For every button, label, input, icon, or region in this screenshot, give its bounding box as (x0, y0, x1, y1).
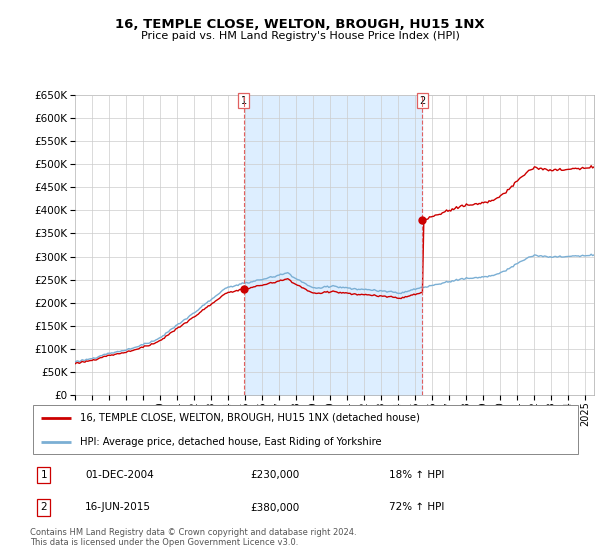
Text: Contains HM Land Registry data © Crown copyright and database right 2024.
This d: Contains HM Land Registry data © Crown c… (30, 528, 356, 547)
Text: 72% ↑ HPI: 72% ↑ HPI (389, 502, 444, 512)
Text: 2: 2 (40, 502, 47, 512)
Text: £230,000: £230,000 (251, 470, 300, 480)
Text: 1: 1 (40, 470, 47, 480)
Text: 16-JUN-2015: 16-JUN-2015 (85, 502, 151, 512)
Text: Price paid vs. HM Land Registry's House Price Index (HPI): Price paid vs. HM Land Registry's House … (140, 31, 460, 41)
Text: 16, TEMPLE CLOSE, WELTON, BROUGH, HU15 1NX: 16, TEMPLE CLOSE, WELTON, BROUGH, HU15 1… (115, 18, 485, 31)
Text: HPI: Average price, detached house, East Riding of Yorkshire: HPI: Average price, detached house, East… (80, 437, 382, 447)
FancyBboxPatch shape (33, 405, 578, 454)
Text: 18% ↑ HPI: 18% ↑ HPI (389, 470, 444, 480)
Text: 16, TEMPLE CLOSE, WELTON, BROUGH, HU15 1NX (detached house): 16, TEMPLE CLOSE, WELTON, BROUGH, HU15 1… (80, 413, 419, 423)
Text: 2: 2 (419, 96, 425, 106)
Text: 01-DEC-2004: 01-DEC-2004 (85, 470, 154, 480)
Text: 1: 1 (241, 96, 247, 106)
Text: £380,000: £380,000 (251, 502, 300, 512)
